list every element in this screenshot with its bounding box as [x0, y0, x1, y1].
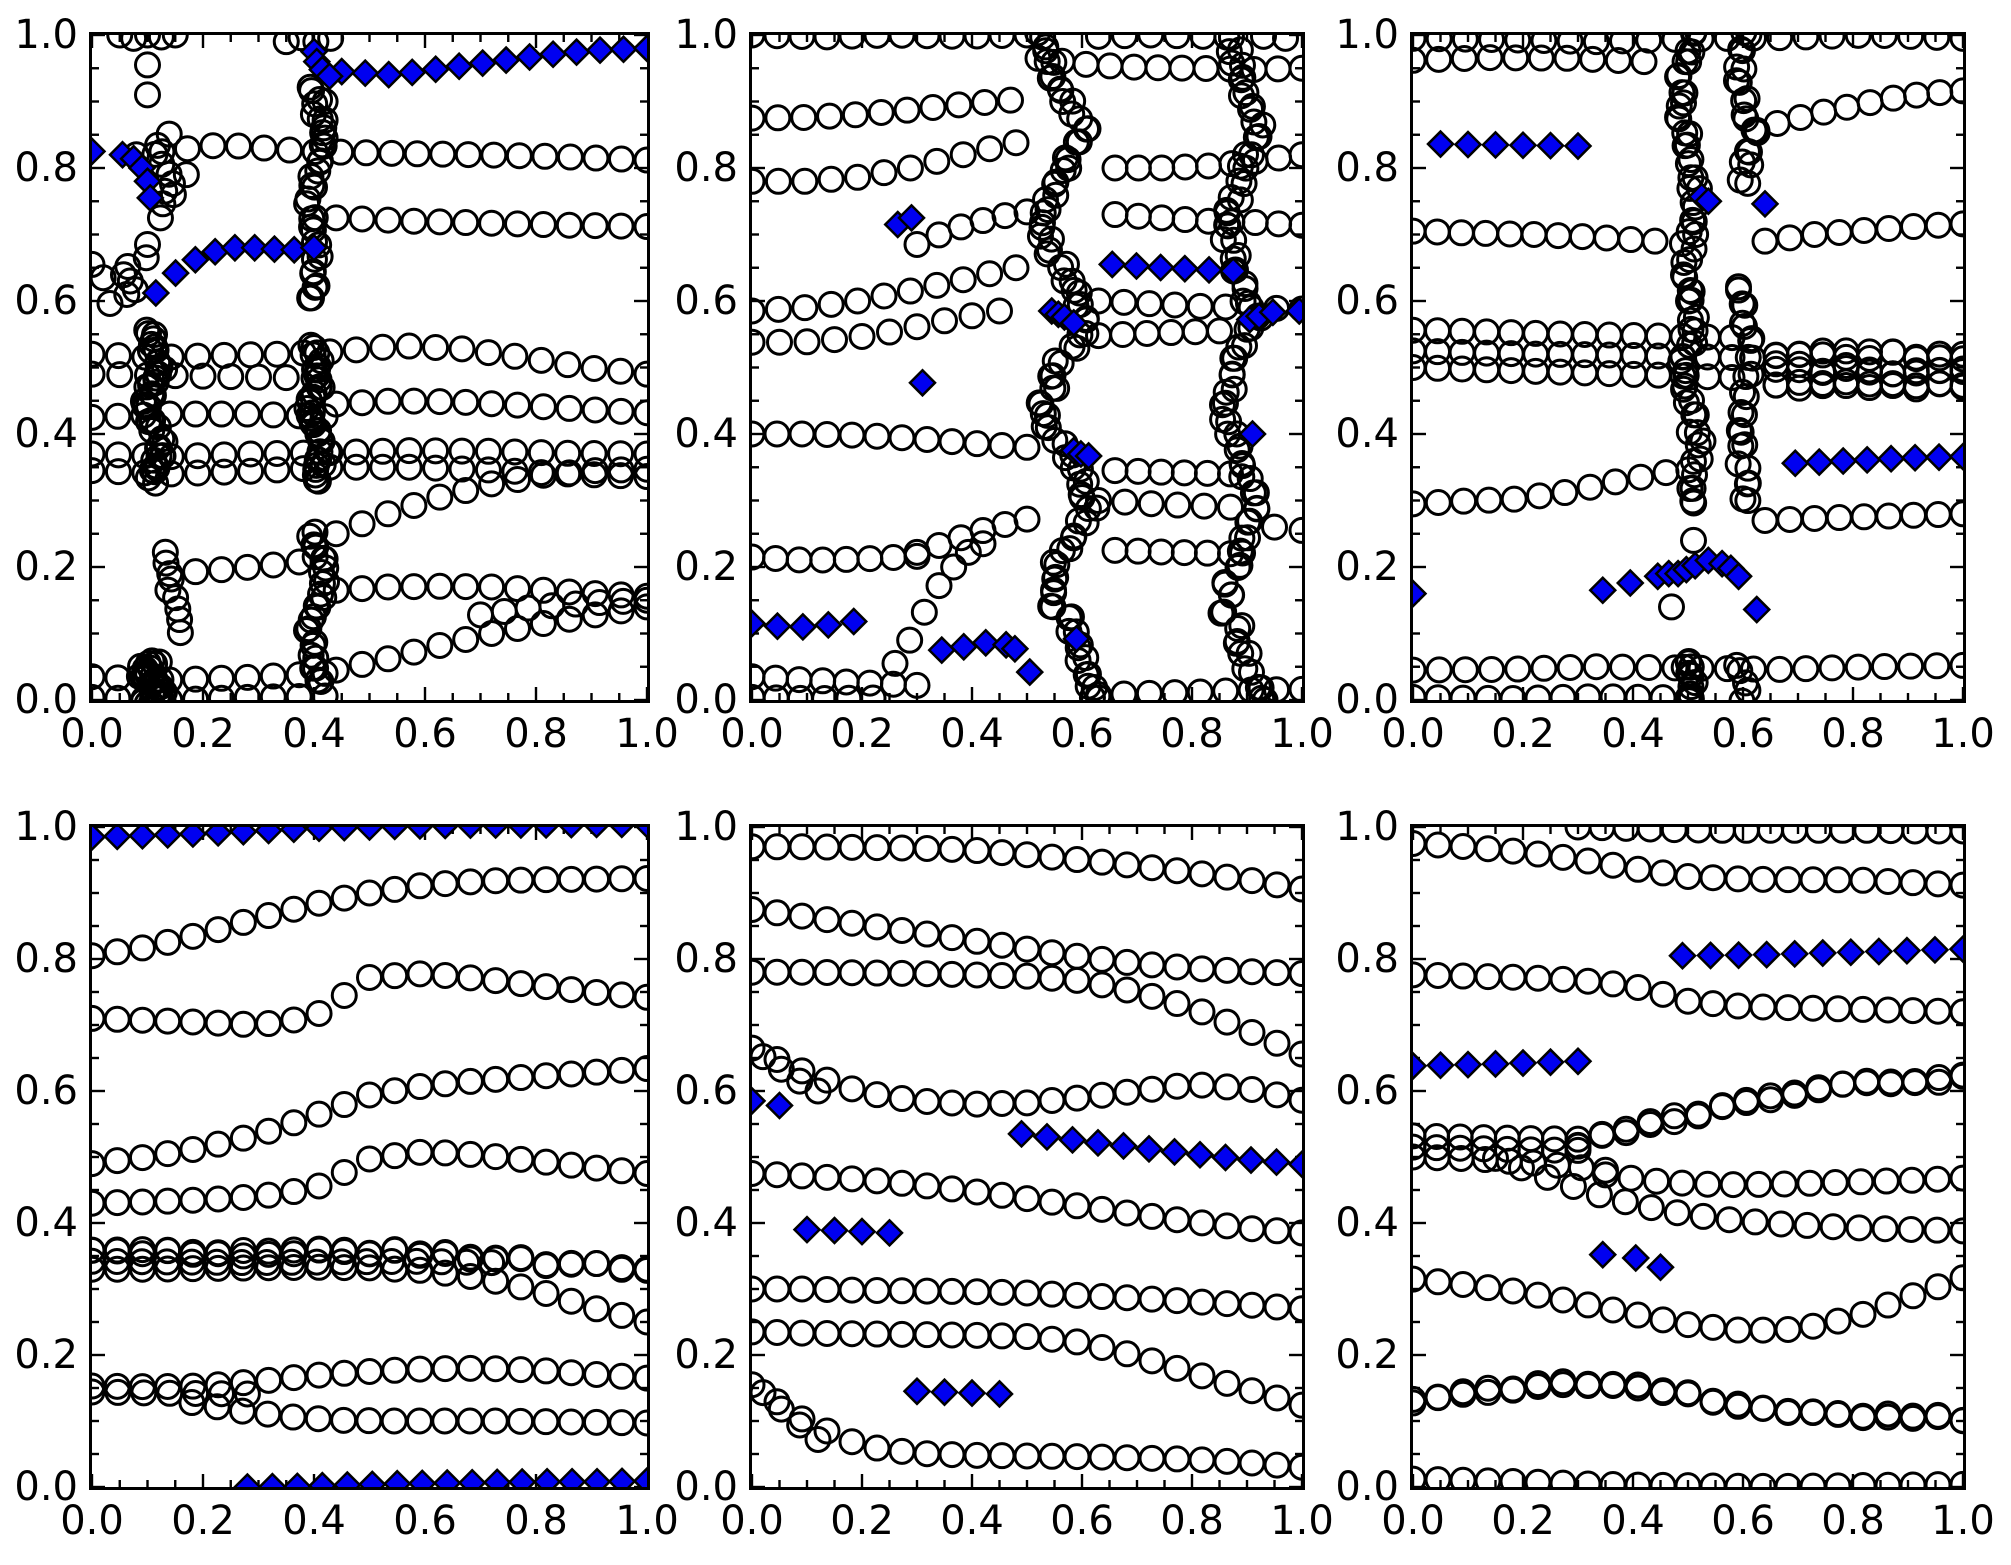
- y-tick-label: 0.2: [14, 544, 78, 590]
- y-tick-label: 0.0: [1335, 1464, 1399, 1510]
- circle-series: [1413, 827, 1963, 1487]
- x-tick-label: 0.0: [1381, 711, 1445, 757]
- y-tick-label: 0.2: [674, 544, 738, 590]
- y-tick-label: 0.8: [674, 145, 738, 191]
- x-tick-label: 1.0: [1931, 711, 1995, 757]
- plot-area: [1413, 827, 1963, 1487]
- subplot-bottom-right: [1410, 824, 1966, 1490]
- x-tick-label: 0.0: [720, 1498, 784, 1544]
- x-tick-label: 0.8: [504, 711, 568, 757]
- x-tick-label: 0.2: [1491, 711, 1555, 757]
- x-tick-label: 0.8: [1160, 1498, 1224, 1544]
- diamond-series: [1413, 129, 1963, 624]
- subplot-top-middle: [749, 32, 1305, 703]
- y-tick-label: 0.2: [674, 1332, 738, 1378]
- x-tick-label: 0.0: [720, 711, 784, 757]
- x-tick-label: 0.4: [1601, 711, 1665, 757]
- x-tick-label: 0.6: [1711, 711, 1775, 757]
- x-tick-label: 0.4: [282, 1498, 346, 1544]
- circle-series: [92, 35, 647, 700]
- y-tick-label: 0.0: [1335, 677, 1399, 723]
- y-tick-label: 1.0: [14, 12, 78, 58]
- x-tick-label: 0.2: [1491, 1498, 1555, 1544]
- circle-series: [92, 864, 647, 1437]
- x-tick-label: 1.0: [1270, 1498, 1334, 1544]
- x-tick-label: 0.8: [504, 1498, 568, 1544]
- plot-area: [92, 827, 647, 1487]
- y-tick-label: 0.4: [14, 1200, 78, 1246]
- x-tick-label: 1.0: [1270, 711, 1334, 757]
- y-tick-label: 0.8: [1335, 936, 1399, 982]
- y-tick-label: 0.0: [674, 1464, 738, 1510]
- x-tick-label: 0.8: [1821, 1498, 1885, 1544]
- subplot-top-right: [1410, 32, 1966, 703]
- x-tick-label: 1.0: [1931, 1498, 1995, 1544]
- subplot-top-left: [89, 32, 650, 703]
- y-tick-label: 0.4: [1335, 411, 1399, 457]
- x-tick-label: 0.8: [1160, 711, 1224, 757]
- y-tick-label: 1.0: [674, 12, 738, 58]
- y-tick-label: 0.6: [1335, 1068, 1399, 1114]
- plot-area: [1413, 35, 1963, 700]
- x-tick-label: 0.2: [830, 1498, 894, 1544]
- circle-series: [1413, 35, 1963, 700]
- y-tick-label: 0.8: [14, 145, 78, 191]
- x-tick-label: 0.4: [940, 711, 1004, 757]
- x-tick-label: 1.0: [615, 711, 679, 757]
- x-tick-label: 0.0: [60, 711, 124, 757]
- x-tick-label: 0.2: [171, 711, 235, 757]
- plot-area: [752, 827, 1302, 1487]
- diamond-series: [752, 203, 1302, 687]
- subplot-bottom-middle: [749, 824, 1305, 1490]
- circle-series: [752, 35, 1302, 700]
- x-tick-label: 0.4: [282, 711, 346, 757]
- y-tick-label: 0.4: [674, 411, 738, 457]
- x-tick-label: 0.6: [1050, 1498, 1114, 1544]
- diamond-series: [752, 1086, 1302, 1409]
- y-tick-label: 1.0: [1335, 804, 1399, 850]
- y-tick-label: 0.6: [14, 1068, 78, 1114]
- x-tick-label: 0.6: [393, 1498, 457, 1544]
- y-tick-label: 0.4: [1335, 1200, 1399, 1246]
- x-tick-label: 1.0: [615, 1498, 679, 1544]
- y-tick-label: 1.0: [674, 804, 738, 850]
- y-tick-label: 0.4: [14, 411, 78, 457]
- y-tick-label: 0.8: [1335, 145, 1399, 191]
- x-tick-label: 0.0: [60, 1498, 124, 1544]
- x-tick-label: 0.2: [830, 711, 894, 757]
- y-tick-label: 0.2: [1335, 544, 1399, 590]
- y-tick-label: 0.8: [14, 936, 78, 982]
- y-tick-label: 1.0: [1335, 12, 1399, 58]
- y-tick-label: 0.0: [14, 1464, 78, 1510]
- y-tick-label: 1.0: [14, 804, 78, 850]
- diamond-series: [92, 35, 647, 308]
- axis-ticks: [92, 35, 647, 700]
- x-tick-label: 0.6: [393, 711, 457, 757]
- y-tick-label: 0.2: [14, 1332, 78, 1378]
- x-tick-label: 0.6: [1711, 1498, 1775, 1544]
- y-tick-label: 0.6: [674, 278, 738, 324]
- x-tick-label: 0.4: [1601, 1498, 1665, 1544]
- circle-series: [752, 833, 1302, 1481]
- y-tick-label: 0.8: [674, 936, 738, 982]
- x-tick-label: 0.8: [1821, 711, 1885, 757]
- y-tick-label: 0.0: [674, 677, 738, 723]
- x-tick-label: 0.6: [1050, 711, 1114, 757]
- subplot-bottom-left: [89, 824, 650, 1490]
- x-tick-label: 0.4: [940, 1498, 1004, 1544]
- diamond-series: [92, 827, 647, 1487]
- y-tick-label: 0.6: [674, 1068, 738, 1114]
- y-tick-label: 0.0: [14, 677, 78, 723]
- y-tick-label: 0.4: [674, 1200, 738, 1246]
- x-tick-label: 0.2: [171, 1498, 235, 1544]
- plot-area: [752, 35, 1302, 700]
- diamond-series: [1413, 934, 1963, 1282]
- y-tick-label: 0.2: [1335, 1332, 1399, 1378]
- x-tick-label: 0.0: [1381, 1498, 1445, 1544]
- y-tick-label: 0.6: [14, 278, 78, 324]
- y-tick-label: 0.6: [1335, 278, 1399, 324]
- plot-area: [92, 35, 647, 700]
